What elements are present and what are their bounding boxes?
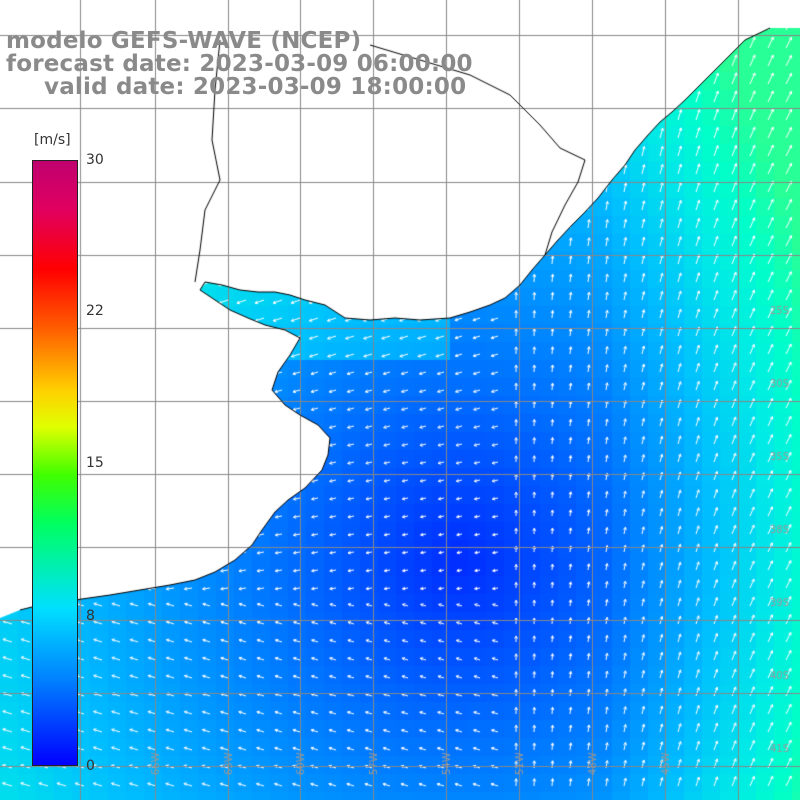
- colorbar-tick-30: 30: [86, 152, 104, 168]
- colorbar: [32, 160, 78, 766]
- colorbar-unit: [m/s]: [34, 132, 71, 148]
- colorbar-tick-0: 0: [86, 758, 95, 774]
- colorbar-tick-8: 8: [86, 608, 95, 624]
- colorbar-tick-22: 22: [86, 303, 104, 319]
- colorbar-tick-15: 15: [86, 455, 104, 471]
